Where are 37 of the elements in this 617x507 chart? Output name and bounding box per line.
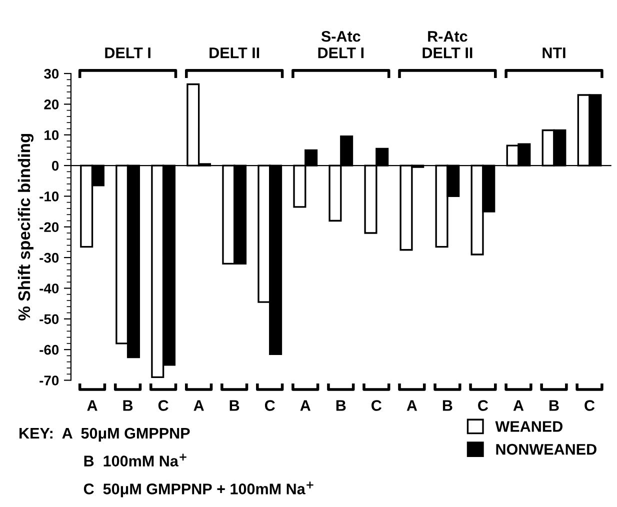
- text: KEY: A 50μM GMPPNP: [20, 428, 190, 442]
- y-tick-label: -70: [40, 376, 59, 386]
- y-tick-label: 30: [44, 68, 59, 79]
- legend-label: WEANED: [495, 421, 562, 432]
- legend-label: NONWEANED: [496, 444, 596, 455]
- x-tick-label: C: [264, 400, 275, 411]
- x-tick-label: B: [550, 400, 559, 411]
- x-tick-label: B: [230, 400, 240, 411]
- x-tick-label: A: [300, 400, 310, 411]
- y-tick-label: 20: [44, 100, 59, 110]
- y-tick-label: -30: [40, 252, 59, 263]
- y-tick-label: 10: [44, 130, 59, 140]
- x-tick-label: C: [584, 400, 595, 411]
- text: R-Atc DELT II: [422, 31, 472, 58]
- x-tick-label: A: [87, 400, 98, 411]
- y-tick-label: -20: [40, 222, 59, 232]
- text: B 100mM Na$^{+}$: [84, 454, 186, 466]
- y-tick-label: -10: [40, 192, 59, 202]
- x-tick-label: B: [442, 400, 452, 411]
- y-tick-label: -40: [40, 284, 59, 294]
- x-tick-label: A: [513, 400, 524, 411]
- y-tick-label: -50: [40, 314, 59, 324]
- x-tick-label: A: [406, 400, 418, 411]
- text: DELT II: [210, 48, 260, 58]
- x-tick-label: B: [336, 400, 346, 411]
- y-tick-label: -60: [40, 344, 59, 355]
- x-tick-label: C: [158, 400, 168, 411]
- x-tick-label: C: [372, 400, 382, 411]
- x-tick-label: C: [478, 400, 488, 411]
- y-tick-label: 0: [52, 160, 59, 171]
- text: DELT I: [105, 48, 150, 58]
- text: NTI: [542, 48, 566, 58]
- text: S-Atc DELT I: [318, 30, 364, 58]
- y-axis-title: % Shift specific binding: [18, 134, 34, 320]
- x-tick-label: A: [194, 400, 204, 411]
- x-tick-label: B: [123, 400, 133, 411]
- text: C 50μM GMPPNP + 100mM Na$^{+}$: [84, 482, 314, 498]
